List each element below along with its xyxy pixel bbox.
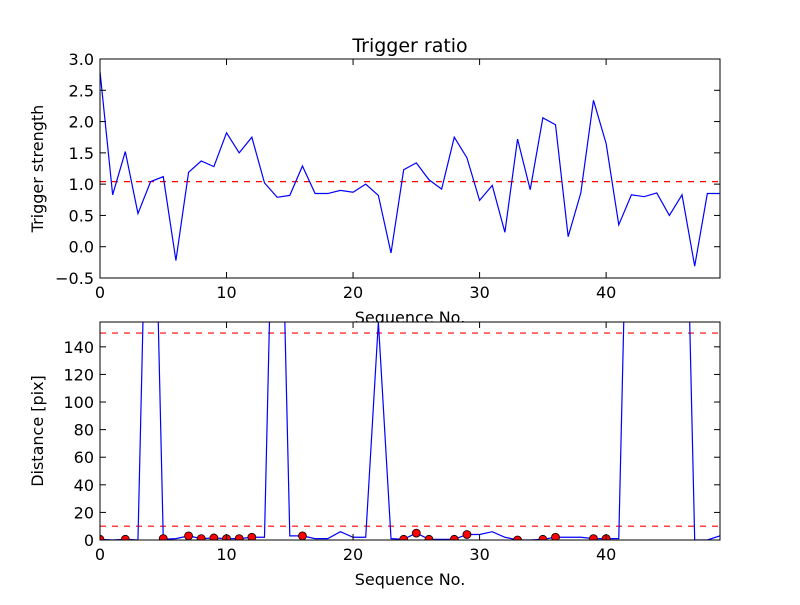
- bottom-marker-point: [184, 531, 193, 540]
- bottom-marker-point: [120, 534, 130, 540]
- top-y-tick-label: 1.5: [69, 144, 94, 163]
- top-chart-title: Trigger ratio: [351, 35, 467, 57]
- top-x-tick-label: 0: [95, 283, 105, 302]
- bottom-x-tick-label: 10: [216, 545, 236, 564]
- bottom-marker-point: [196, 534, 206, 540]
- bottom-y-tick-label: 60: [74, 448, 94, 467]
- bottom-marker-point: [100, 534, 105, 540]
- bottom-marker-point: [234, 534, 244, 540]
- top-y-axis-label: Trigger strength: [28, 105, 47, 234]
- bottom-marker-point: [589, 534, 598, 540]
- bottom-y-tick-label: 40: [74, 476, 94, 495]
- top-y-tick-label: 2.5: [69, 81, 94, 100]
- top-x-tick-label: 20: [343, 283, 363, 302]
- top-x-tick-label: 30: [469, 283, 489, 302]
- bottom-y-tick-label: 80: [74, 421, 94, 440]
- bottom-x-axis-label: Sequence No.: [355, 570, 466, 589]
- bottom-x-tick-label: 40: [596, 545, 616, 564]
- top-x-tick-label: 10: [216, 283, 236, 302]
- bottom-y-axis-label: Distance [pix]: [28, 375, 47, 487]
- top-y-tick-label: −0.5: [55, 269, 94, 288]
- bottom-y-tick-label: 0: [84, 531, 94, 550]
- bottom-x-tick-label: 30: [469, 545, 489, 564]
- bottom-x-tick-label: 0: [95, 545, 105, 564]
- bottom-marker-point: [462, 530, 472, 539]
- top-y-tick-label: 2.0: [69, 113, 94, 132]
- top-y-tick-label: 0.5: [69, 206, 94, 225]
- bottom-y-tick-label: 20: [74, 503, 94, 522]
- top-plot-area: [100, 71, 720, 267]
- top-y-tick-label: 1.0: [69, 175, 94, 194]
- bottom-axes-frame: [99, 321, 721, 541]
- bottom-marker-point: [399, 534, 409, 540]
- top-x-tick-label: 40: [596, 283, 616, 302]
- bottom-marker-point: [411, 528, 421, 538]
- bottom-x-tick-label: 20: [343, 545, 363, 564]
- bottom-marker-point: [513, 535, 522, 540]
- bottom-marker-point: [449, 534, 459, 540]
- bottom-marker-point: [247, 532, 257, 540]
- bottom-marker-point: [551, 532, 560, 540]
- bottom-y-tick-label: 100: [63, 393, 94, 412]
- top-chart: 0 10 20 30 40−0.50.00.51.01.52.02.53.0Sequen…: [28, 35, 721, 327]
- top-axes-frame: [99, 58, 721, 279]
- bottom-plot-area: [100, 322, 720, 540]
- bottom-chart: 0 10 20 30 40 0 20 40 60 80 100 120 140 Sequence No. D…: [28, 321, 721, 589]
- top-series-line-0: [100, 71, 720, 267]
- bottom-plot-background: [100, 322, 720, 540]
- bottom-y-tick-label: 140: [63, 338, 94, 357]
- bottom-y-tick-label: 120: [63, 365, 94, 384]
- bottom-marker-point: [298, 531, 307, 540]
- bottom-marker-point: [158, 534, 168, 540]
- bottom-marker-point: [209, 533, 219, 540]
- bottom-marker-point: [538, 534, 548, 540]
- top-y-tick-label: 3.0: [69, 50, 94, 69]
- top-plot-background: [100, 59, 720, 278]
- bottom-marker-point: [424, 534, 434, 540]
- top-y-tick-label: 0.0: [69, 238, 94, 257]
